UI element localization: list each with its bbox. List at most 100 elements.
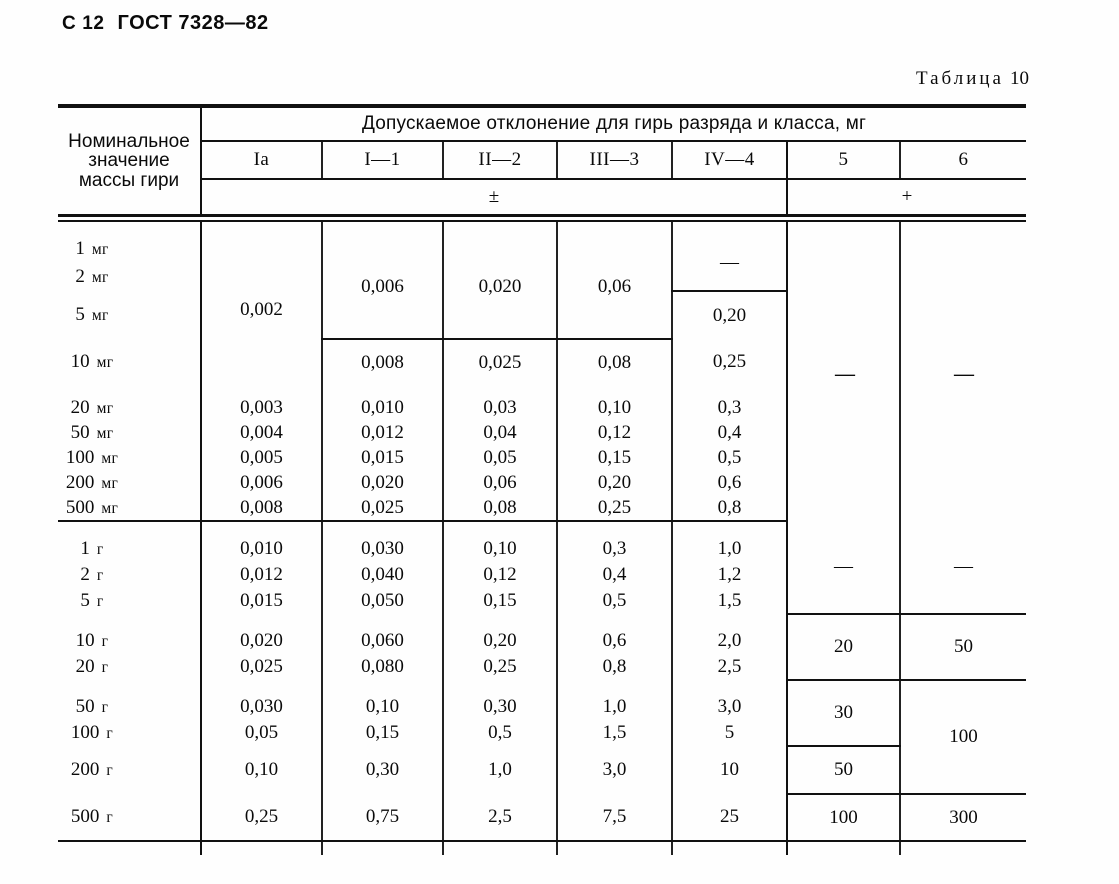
nominal-number: 10	[75, 630, 95, 652]
value-ii2-10g: 0,20	[442, 614, 557, 654]
value-ia-200mg: 0,006	[200, 470, 322, 495]
nominal-number: 10	[70, 351, 90, 373]
spacer-ia	[200, 222, 322, 235]
nominal-unit: г	[96, 593, 104, 611]
nominal-number: 1	[75, 238, 85, 260]
value-ii2-20g: 0,25	[442, 654, 557, 680]
nominal-value-cell: 100 мг	[58, 445, 201, 470]
nominal-number: 5	[75, 304, 85, 326]
nominal-number: 2	[80, 564, 90, 586]
value-ii2-5g: 0,15	[442, 588, 557, 614]
spacer-c5	[786, 222, 900, 235]
nominal-number: 5	[80, 590, 90, 612]
value-c5-mg-rows	[786, 235, 900, 521]
nominal-value-cell: 100 г	[58, 720, 201, 746]
nominal-number: 100	[70, 722, 100, 744]
nominal-number: 100	[65, 446, 95, 468]
value-ii2-200g: 1,0	[442, 746, 557, 794]
spacer-stub	[58, 222, 201, 235]
value-iii3-50g: 1,0	[556, 680, 672, 720]
value-c5-50-100g: 30	[786, 680, 900, 747]
spacer-iii3	[556, 222, 672, 235]
value-ia-1-10mg: 0,002	[200, 235, 322, 385]
spacer-ii2	[442, 222, 557, 235]
value-i1-50g: 0,10	[321, 680, 443, 720]
value-iii3-20g: 0,8	[556, 654, 672, 680]
value-ii2-50mg: 0,04	[442, 420, 557, 445]
table-row: 500 мг 0,008 0,025 0,08 0,25 0,8	[58, 495, 1026, 522]
bottom-spacer-iii3	[556, 841, 672, 855]
table-row: 5 мг 0,20	[58, 291, 1026, 339]
value-i1-20mg: 0,010	[321, 385, 443, 420]
value-iii3-2g: 0,4	[556, 562, 672, 588]
value-iv4-1-2mg: —	[671, 235, 787, 292]
value-ia-2g: 0,012	[200, 562, 322, 588]
nominal-unit: мг	[96, 354, 114, 372]
table-row: 2 мг	[58, 263, 1026, 291]
nominal-value-cell: 1 мг	[58, 235, 201, 263]
value-i1-1g: 0,030	[321, 521, 443, 562]
column-header-6: 6	[898, 141, 1027, 180]
nominal-unit: мг	[91, 307, 109, 325]
spacer-iv4	[671, 222, 787, 235]
value-iii3-1-5mg: 0,06	[556, 235, 672, 340]
tolerance-table-body: 1 мг 0,002 0,006 0,020 0,06 — 2 мг 5 мг	[58, 222, 1026, 855]
page-header: С 12 ГОСТ 7328—82	[62, 12, 269, 35]
header-row-signs: ± +	[58, 179, 1027, 214]
nominal-unit: г	[101, 633, 109, 651]
value-ii2-200mg: 0,06	[442, 470, 557, 495]
value-iv4-500g: 25	[671, 794, 787, 842]
sign-plus-cell: +	[785, 179, 1027, 214]
column-header-iii-3: III—3	[556, 141, 672, 180]
value-c6-1-5g: —	[899, 521, 1026, 615]
nominal-unit: мг	[91, 241, 109, 259]
bottom-spacer-c6	[899, 841, 1026, 855]
bottom-spacer-stub	[58, 841, 201, 855]
value-c6-50-200g: 100	[899, 680, 1026, 795]
nominal-number: 2	[75, 266, 85, 288]
nominal-value-cell: 500 г	[58, 794, 201, 842]
bottom-spacer-ia	[200, 841, 322, 855]
value-iv4-200g: 10	[671, 746, 787, 794]
spacer-i1	[321, 222, 443, 235]
value-iv4-100g: 5	[671, 720, 787, 746]
value-c5-mg-dash: —	[835, 363, 855, 385]
value-ia-200g: 0,10	[200, 746, 322, 794]
nominal-value-cell: 10 мг	[58, 339, 201, 385]
value-c5-200g: 50	[786, 746, 900, 795]
value-iii3-500g: 7,5	[556, 794, 672, 842]
value-ii2-10mg: 0,025	[442, 339, 557, 385]
value-i1-200g: 0,30	[321, 746, 443, 794]
stub-header-cell: Номинальное значение массы гири	[58, 108, 201, 214]
value-ii2-500mg: 0,08	[442, 495, 557, 522]
nominal-value-cell: 10 г	[58, 614, 201, 654]
value-iv4-500mg: 0,8	[671, 495, 787, 522]
nominal-unit: мг	[101, 449, 119, 467]
value-c5-10-20g: 20	[786, 614, 900, 681]
table-caption-label: Таблица	[915, 68, 1004, 89]
value-i1-10g: 0,060	[321, 614, 443, 654]
nominal-number: 200	[70, 759, 100, 781]
nominal-value-cell: 5 мг	[58, 291, 201, 339]
value-i1-500g: 0,75	[321, 794, 443, 842]
nominal-value-cell: 50 мг	[58, 420, 201, 445]
value-iii3-5g: 0,5	[556, 588, 672, 614]
table-top-rule	[58, 104, 1026, 108]
value-iv4-20g: 2,5	[671, 654, 787, 680]
value-ia-500g: 0,25	[200, 794, 322, 842]
standard-designation: ГОСТ 7328—82	[117, 12, 269, 34]
value-iii3-100mg: 0,15	[556, 445, 672, 470]
nominal-unit: мг	[96, 424, 114, 442]
value-iv4-50g: 3,0	[671, 680, 787, 720]
column-header-ia: Ia	[200, 141, 322, 180]
table-row: 50 г 0,030 0,10 0,30 1,0 3,0 30 100	[58, 680, 1026, 795]
tolerance-table: Номинальное значение массы гири Допускае…	[58, 108, 1027, 214]
value-ia-500mg: 0,008	[200, 495, 322, 522]
value-iv4-5g: 1,5	[671, 588, 787, 614]
value-c6-10-20g: 50	[899, 614, 1026, 681]
nominal-unit: г	[106, 762, 114, 780]
